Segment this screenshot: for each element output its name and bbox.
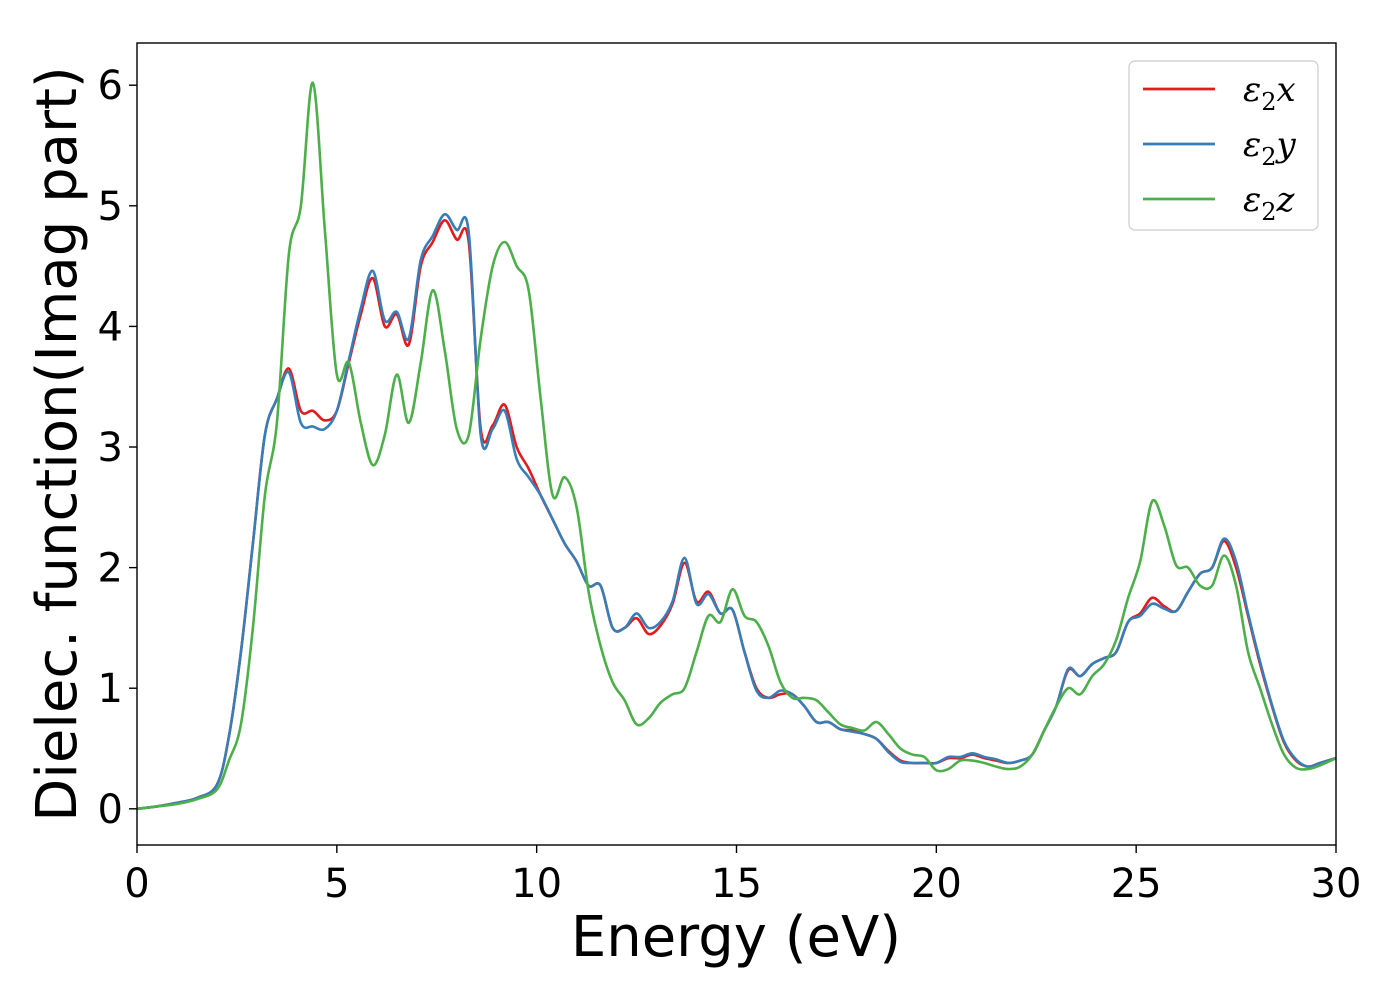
y-axis: 0 1 2 3 4 5 6 <box>98 63 137 833</box>
series-line-1 <box>137 218 1336 811</box>
y-tick-label: 0 <box>98 787 123 833</box>
x-tick-label: 15 <box>711 861 762 907</box>
y-tick-label: 5 <box>98 184 123 230</box>
y-tick-label: 6 <box>98 63 123 109</box>
x-tick-label: 0 <box>124 861 149 907</box>
x-tick-label: 10 <box>511 861 562 907</box>
x-axis-title: Energy (eV) <box>571 905 901 970</box>
series-layer <box>137 81 1336 811</box>
legend-label-2: ε2y <box>1243 125 1297 171</box>
x-tick-label: 30 <box>1311 861 1362 907</box>
legend: ε2x ε2y ε2z <box>1128 60 1319 231</box>
x-tick-label: 5 <box>324 861 349 907</box>
series-line-2 <box>137 212 1336 811</box>
x-tick-label: 20 <box>911 861 962 907</box>
y-tick-label: 3 <box>98 425 123 471</box>
legend-label-1: ε2x <box>1243 70 1296 116</box>
y-tick-label: 4 <box>98 304 123 350</box>
legend-box <box>1128 60 1319 231</box>
y-tick-label: 2 <box>98 546 123 592</box>
x-axis: 0 5 10 15 20 25 30 <box>124 845 1361 907</box>
y-axis-title: Dielec. function(Imag part) <box>25 66 90 822</box>
series-line-3 <box>137 81 1336 811</box>
y-tick-label: 1 <box>98 666 123 712</box>
x-tick-label: 25 <box>1111 861 1162 907</box>
legend-label-3: ε2z <box>1243 180 1296 226</box>
